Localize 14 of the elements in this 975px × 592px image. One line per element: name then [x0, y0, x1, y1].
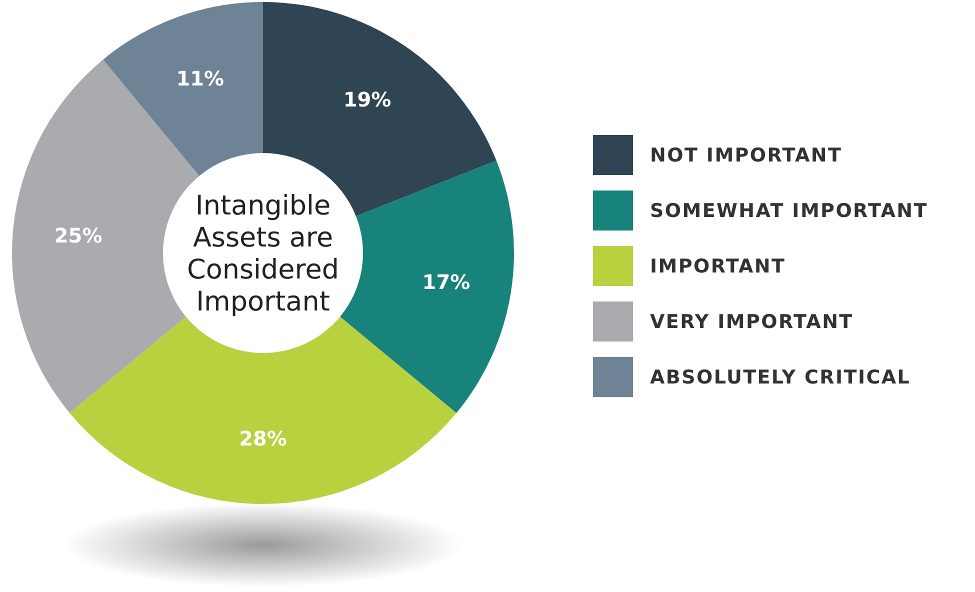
legend-label: SOMEWHAT IMPORTANT — [650, 200, 928, 222]
donut-slice — [340, 160, 514, 413]
text: Intangible Assets are Considered Important — [186, 190, 340, 318]
data-label: 25% — [54, 224, 102, 248]
legend-label: VERY IMPORTANT — [650, 311, 854, 334]
legend-label: IMPORTANT — [650, 256, 786, 278]
data-label: 28% — [239, 426, 287, 450]
data-label: 17% — [422, 270, 470, 294]
legend-label: NOT IMPORTANT — [650, 144, 842, 167]
donut-slice — [103, 2, 263, 176]
data-label: 11% — [176, 66, 224, 90]
data-label: 19% — [343, 88, 392, 112]
legend-label: ABSOLUTELY CRITICAL — [650, 366, 911, 389]
donut-slice — [70, 316, 456, 504]
